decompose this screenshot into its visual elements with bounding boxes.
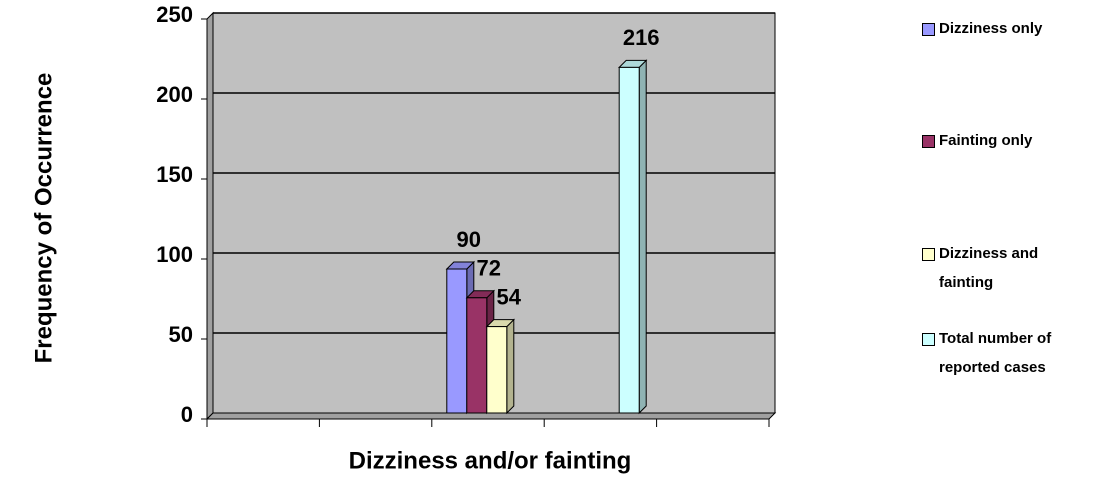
y-tick-label: 0 — [181, 402, 193, 427]
y-axis-title: Frequency of Occurrence — [30, 73, 57, 364]
bar — [486, 326, 508, 414]
bar-side — [638, 59, 647, 415]
legend-entry: Total number of reported cases — [922, 324, 1082, 382]
data-label: 90 — [457, 227, 481, 252]
data-label: 216 — [623, 25, 660, 50]
bar-side — [506, 318, 515, 415]
bar — [618, 66, 640, 414]
legend-swatch — [922, 23, 935, 36]
y-tick-label: 50 — [169, 322, 193, 347]
bar — [446, 268, 468, 414]
legend-entry: Dizziness only — [922, 14, 1082, 43]
legend-label: Dizziness and fainting — [939, 245, 1039, 291]
floor — [205, 412, 777, 420]
y-tick-label: 100 — [156, 242, 193, 267]
x-axis-title: Dizziness and/or fainting — [349, 447, 632, 474]
bar — [466, 297, 488, 414]
legend-label: Dizziness only — [939, 20, 1043, 37]
y-tick-label: 200 — [156, 82, 193, 107]
legend-swatch — [922, 333, 935, 346]
data-label: 54 — [497, 284, 522, 309]
legend-entry: Fainting only — [922, 126, 1082, 155]
y-tick-label: 250 — [156, 2, 193, 27]
side-wall — [206, 11, 214, 421]
legend-label: Total number of reported cases — [939, 330, 1052, 376]
legend-label: Fainting only — [939, 132, 1033, 149]
data-label: 72 — [477, 256, 501, 281]
y-tick-label: 150 — [156, 162, 193, 187]
legend-swatch — [922, 135, 935, 148]
legend-swatch — [922, 248, 935, 261]
legend-entry: Dizziness and fainting — [922, 239, 1082, 297]
